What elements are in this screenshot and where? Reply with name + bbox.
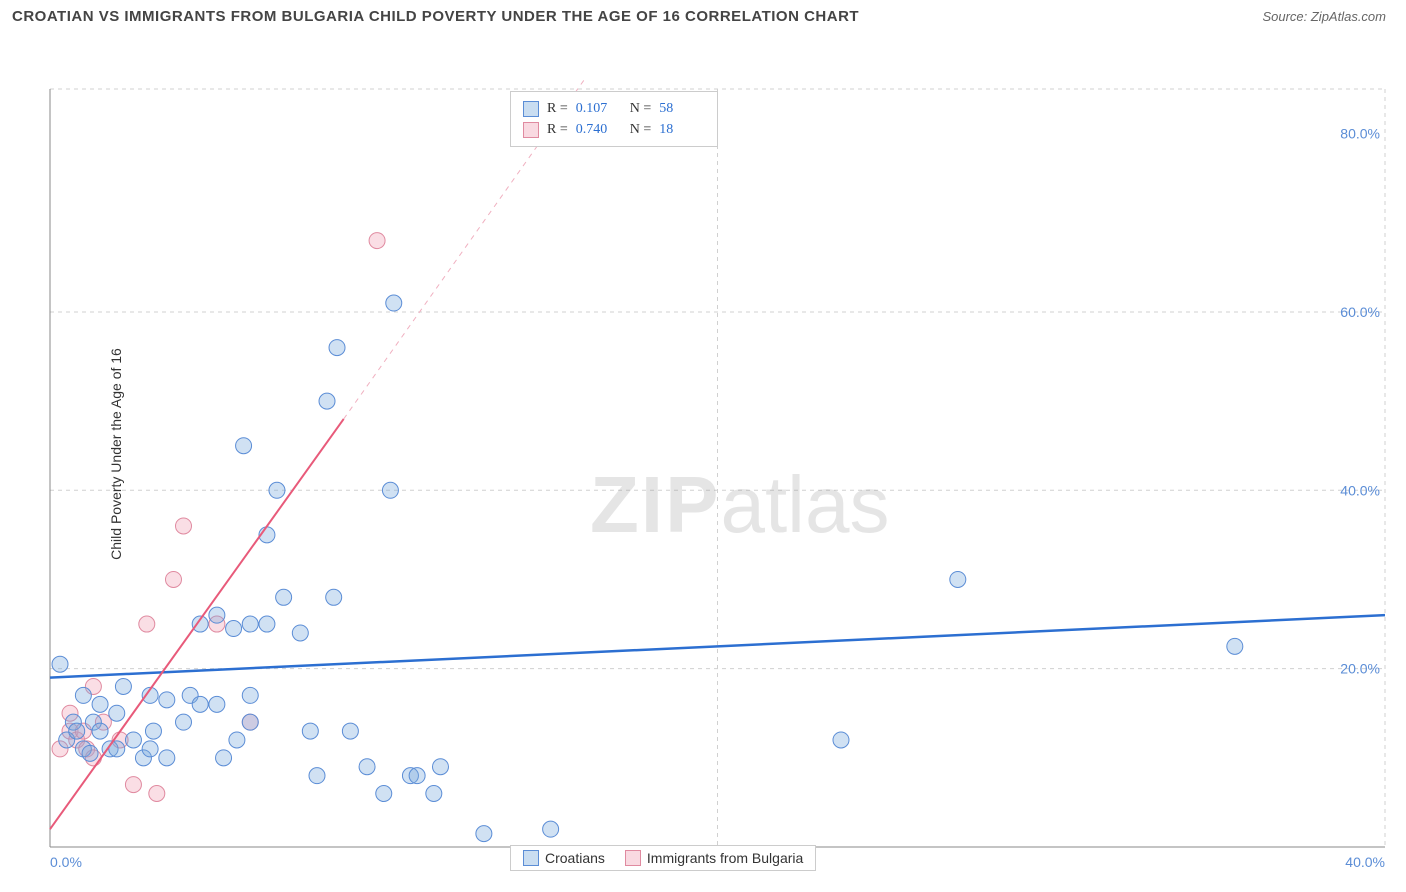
swatch-pink-icon [625, 850, 641, 866]
swatch-blue-icon [523, 101, 539, 117]
svg-text:80.0%: 80.0% [1340, 126, 1380, 142]
legend-item-croatians: Croatians [523, 850, 605, 866]
series-legend: Croatians Immigrants from Bulgaria [510, 845, 816, 871]
svg-text:20.0%: 20.0% [1340, 661, 1380, 677]
correlation-legend: R = 0.107 N = 58 R = 0.740 N = 18 [510, 91, 718, 147]
svg-text:0.0%: 0.0% [50, 854, 82, 870]
svg-text:40.0%: 40.0% [1345, 854, 1385, 870]
swatch-blue-icon [523, 850, 539, 866]
y-axis-label: Child Poverty Under the Age of 16 [108, 348, 124, 560]
chart-title: CROATIAN VS IMMIGRANTS FROM BULGARIA CHI… [12, 8, 859, 25]
scatter-chart: 20.0% 40.0% 60.0% 80.0% 0.0% 40.0% [0, 29, 1406, 879]
legend-item-bulgaria: Immigrants from Bulgaria [625, 850, 803, 866]
chart-header: CROATIAN VS IMMIGRANTS FROM BULGARIA CHI… [0, 0, 1406, 29]
svg-text:40.0%: 40.0% [1340, 482, 1380, 498]
legend-row-bulgaria: R = 0.740 N = 18 [523, 119, 705, 140]
legend-row-croatians: R = 0.107 N = 58 [523, 98, 705, 119]
swatch-pink-icon [523, 122, 539, 138]
chart-container: Child Poverty Under the Age of 16 20.0% 4… [0, 29, 1406, 879]
chart-source: Source: ZipAtlas.com [1262, 9, 1386, 24]
svg-text:60.0%: 60.0% [1340, 304, 1380, 320]
